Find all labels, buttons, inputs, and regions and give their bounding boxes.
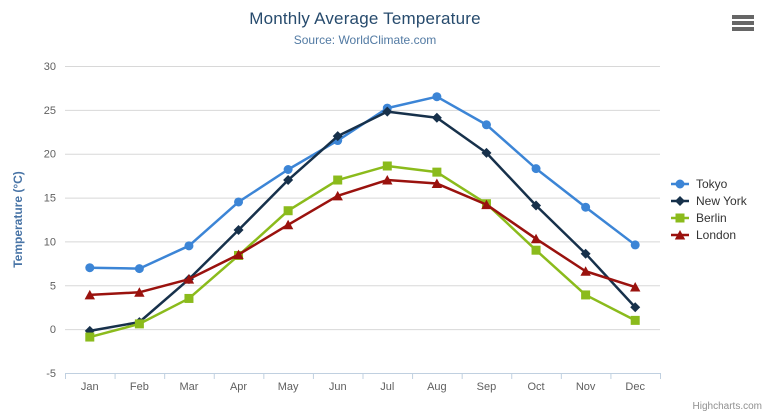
x-axis-tick-label: Jul bbox=[380, 381, 394, 393]
legend-marker bbox=[675, 213, 685, 223]
data-point[interactable] bbox=[184, 293, 194, 303]
data-point[interactable] bbox=[85, 332, 95, 342]
data-point[interactable] bbox=[531, 200, 542, 211]
data-point[interactable] bbox=[630, 240, 640, 250]
hamburger-bar bbox=[732, 21, 754, 25]
data-point[interactable] bbox=[431, 112, 442, 123]
y-axis-tick-label: 10 bbox=[44, 236, 56, 248]
series-london[interactable] bbox=[84, 175, 641, 300]
x-axis-tick-label: May bbox=[278, 381, 299, 393]
legend-item-berlin[interactable]: Berlin bbox=[671, 210, 747, 226]
data-point[interactable] bbox=[630, 282, 641, 292]
data-point[interactable] bbox=[134, 264, 144, 274]
series-line bbox=[88, 178, 637, 297]
data-point[interactable] bbox=[134, 319, 144, 329]
data-point[interactable] bbox=[431, 178, 443, 189]
data-point[interactable] bbox=[481, 120, 491, 130]
legend-label: Berlin bbox=[696, 211, 727, 225]
x-axis-tick-label: Jan bbox=[81, 381, 99, 393]
y-axis-tick-label: 30 bbox=[44, 61, 56, 73]
data-point[interactable] bbox=[382, 106, 393, 117]
series-new-york[interactable] bbox=[84, 106, 641, 336]
legend-label: New York bbox=[696, 194, 747, 208]
y-axis-tick-label: 5 bbox=[50, 280, 56, 292]
series-line bbox=[88, 95, 637, 270]
data-point[interactable] bbox=[531, 164, 541, 174]
legend-symbol-triangle bbox=[671, 230, 689, 240]
data-point[interactable] bbox=[332, 131, 343, 142]
legend-item-london[interactable]: London bbox=[671, 227, 747, 243]
data-point[interactable] bbox=[184, 241, 194, 251]
credits-link[interactable]: Highcharts.com bbox=[692, 401, 762, 412]
data-point[interactable] bbox=[183, 274, 195, 284]
legend-label: Tokyo bbox=[696, 177, 728, 191]
legend-marker bbox=[674, 230, 686, 240]
x-axis-tick-label: Mar bbox=[179, 381, 198, 393]
data-point[interactable] bbox=[581, 202, 591, 212]
data-point[interactable] bbox=[234, 197, 244, 207]
y-axis-title: Temperature (°C) bbox=[11, 171, 25, 268]
legend-item-tokyo[interactable]: Tokyo bbox=[671, 176, 747, 192]
data-point[interactable] bbox=[282, 219, 294, 230]
y-axis-tick-label: 25 bbox=[44, 105, 56, 117]
data-point[interactable] bbox=[283, 175, 294, 186]
legend-marker bbox=[675, 196, 685, 206]
x-axis-tick-label: Jun bbox=[329, 381, 347, 393]
data-point[interactable] bbox=[382, 175, 393, 185]
data-point[interactable] bbox=[333, 175, 343, 185]
x-axis-tick-label: Oct bbox=[527, 381, 544, 393]
data-point[interactable] bbox=[630, 315, 640, 325]
y-axis-tick-label: 20 bbox=[44, 149, 56, 161]
data-point[interactable] bbox=[283, 165, 293, 175]
data-point[interactable] bbox=[481, 147, 492, 158]
x-axis-tick-label: Nov bbox=[576, 381, 596, 393]
data-point[interactable] bbox=[580, 266, 591, 276]
legend-item-new-york[interactable]: New York bbox=[671, 193, 747, 209]
series-line bbox=[88, 164, 637, 339]
legend-symbol-circle bbox=[671, 179, 689, 189]
hamburger-bar bbox=[732, 27, 754, 31]
data-point[interactable] bbox=[630, 302, 641, 313]
legend-label: London bbox=[696, 228, 737, 242]
data-point[interactable] bbox=[332, 190, 343, 201]
data-point[interactable] bbox=[233, 249, 244, 260]
series-tokyo[interactable] bbox=[85, 92, 640, 274]
chart-title: Monthly Average Temperature bbox=[249, 9, 481, 28]
legend-symbol-square bbox=[671, 213, 689, 223]
data-point[interactable] bbox=[382, 161, 392, 171]
data-point[interactable] bbox=[432, 167, 442, 177]
data-point[interactable] bbox=[581, 290, 591, 300]
data-point[interactable] bbox=[531, 245, 541, 255]
legend-symbol-diamond bbox=[671, 196, 689, 206]
x-axis-tick-label: Apr bbox=[230, 381, 247, 393]
data-point[interactable] bbox=[580, 248, 591, 259]
y-axis-tick-label: 0 bbox=[50, 324, 56, 336]
legend: Tokyo New York Berlin London bbox=[671, 176, 747, 244]
y-axis-tick-label: -5 bbox=[46, 368, 56, 380]
data-point[interactable] bbox=[134, 287, 145, 297]
series-line bbox=[88, 110, 637, 333]
data-point[interactable] bbox=[85, 263, 95, 273]
x-axis-tick-label: Feb bbox=[130, 381, 149, 393]
x-axis-tick-label: Aug bbox=[427, 381, 447, 393]
x-axis-tick-label: Sep bbox=[477, 381, 497, 393]
hamburger-menu-icon[interactable] bbox=[732, 15, 754, 31]
data-point[interactable] bbox=[530, 233, 542, 244]
data-point[interactable] bbox=[233, 225, 244, 236]
data-point[interactable] bbox=[432, 92, 442, 102]
data-point[interactable] bbox=[283, 206, 293, 216]
chart-subtitle: Source: WorldClimate.com bbox=[293, 33, 437, 47]
y-axis-tick-label: 15 bbox=[44, 193, 56, 205]
x-axis-tick-label: Dec bbox=[625, 381, 645, 393]
hamburger-bar bbox=[732, 15, 754, 19]
data-point[interactable] bbox=[84, 289, 95, 300]
legend-marker bbox=[675, 179, 685, 189]
data-point[interactable] bbox=[481, 199, 492, 210]
